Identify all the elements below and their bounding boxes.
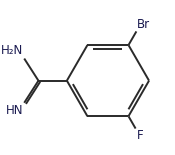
Text: H₂N: H₂N [1, 44, 23, 57]
Text: F: F [136, 129, 143, 142]
Text: Br: Br [137, 18, 150, 31]
Text: HN: HN [6, 104, 23, 117]
